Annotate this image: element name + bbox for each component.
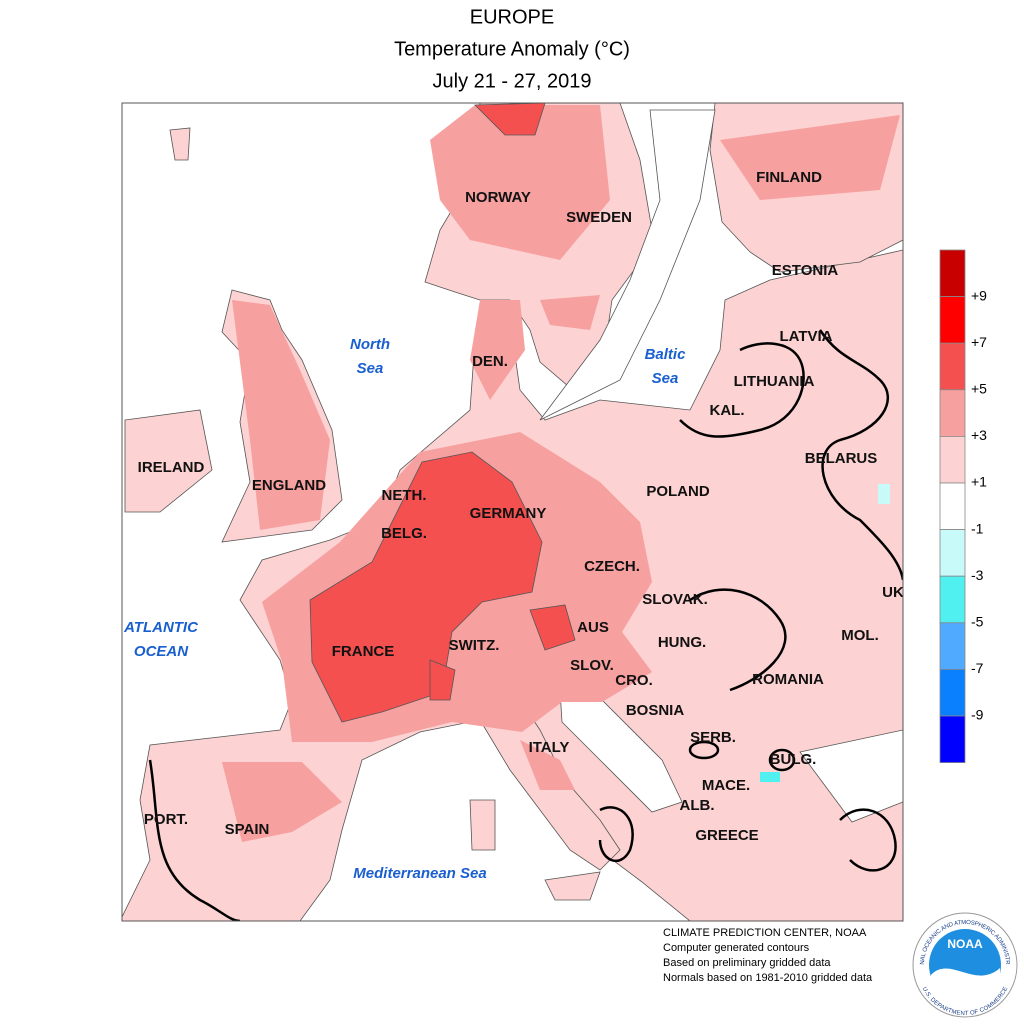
legend-label: -1 xyxy=(971,520,984,536)
country-label: MOL. xyxy=(841,627,879,644)
map-frame xyxy=(121,102,904,922)
legend-swatch xyxy=(939,482,966,530)
country-label: CRO. xyxy=(615,672,653,689)
legend-label: +9 xyxy=(971,287,987,303)
title: EUROPE xyxy=(470,6,554,28)
country-label: SWEDEN xyxy=(566,209,632,226)
legend-swatch xyxy=(939,715,966,763)
cold-spot xyxy=(878,484,890,504)
date-range: July 21 - 27, 2019 xyxy=(433,70,592,92)
footer-line: Normals based on 1981-2010 gridded data xyxy=(663,972,873,984)
country-label: NORWAY xyxy=(465,189,531,206)
legend-label: -7 xyxy=(971,660,984,676)
legend-swatch xyxy=(939,575,966,624)
water-label: OCEAN xyxy=(134,643,189,660)
country-label: BELARUS xyxy=(805,450,878,467)
legend-label: +3 xyxy=(971,427,987,443)
country-label: CZECH. xyxy=(584,558,640,575)
legend-swatch xyxy=(939,342,966,391)
country-label: ALB. xyxy=(680,797,715,814)
country-label: DEN. xyxy=(472,353,508,370)
legend-swatch xyxy=(939,249,966,297)
logo-text: NOAA xyxy=(947,937,983,951)
legend-swatch xyxy=(939,296,966,344)
legend-label: +1 xyxy=(971,474,987,490)
country-label: AUS xyxy=(577,619,609,636)
country-label: KAL. xyxy=(710,402,745,419)
water-label: Mediterranean Sea xyxy=(353,865,486,882)
country-label: LITHUANIA xyxy=(734,373,815,390)
anomaly-5-7 xyxy=(309,103,576,723)
water-label: ATLANTIC xyxy=(123,619,199,636)
country-label: LATVIA xyxy=(779,328,832,345)
legend-label: -5 xyxy=(971,614,984,630)
water-label: Sea xyxy=(357,360,384,377)
legend-label: -3 xyxy=(971,567,984,583)
country-label: HUNG. xyxy=(658,634,706,651)
legend-label: -9 xyxy=(971,707,984,723)
legend-label: +7 xyxy=(971,334,987,350)
country-label: ESTONIA xyxy=(772,262,839,279)
country-label: POLAND xyxy=(646,483,710,500)
country-label: SPAIN xyxy=(225,821,270,838)
country-label: BOSNIA xyxy=(626,702,685,719)
country-label: UK xyxy=(882,584,904,601)
contours xyxy=(148,329,903,921)
country-label: SERB. xyxy=(690,729,736,746)
country-label: BULG. xyxy=(770,751,817,768)
footer-line: Based on preliminary gridded data xyxy=(663,957,831,969)
labels: NORWAY SWEDEN FINLAND ESTONIA LATVIA LITHUANI… xyxy=(123,169,904,882)
country-label: IRELAND xyxy=(138,459,205,476)
water-label: Sea xyxy=(652,370,679,387)
country-label: NETH. xyxy=(382,487,427,504)
legend-swatch xyxy=(939,622,966,670)
legend: +9 +7 +5 +3 +1 -1 -3 -5 -7 -9 xyxy=(939,249,987,763)
country-label: MACE. xyxy=(702,777,750,794)
country-label: ENGLAND xyxy=(252,477,326,494)
water-label: Baltic xyxy=(645,346,687,363)
country-label: ROMANIA xyxy=(752,671,824,688)
country-label: GERMANY xyxy=(470,505,547,522)
footer-line: CLIMATE PREDICTION CENTER, NOAA xyxy=(663,927,867,939)
country-label: PORT. xyxy=(144,811,188,828)
footer: CLIMATE PREDICTION CENTER, NOAA Computer… xyxy=(663,927,873,984)
legend-swatch xyxy=(939,669,966,717)
subtitle: Temperature Anomaly (°C) xyxy=(394,38,630,60)
country-label: FRANCE xyxy=(332,643,395,660)
legend-swatch xyxy=(939,529,966,577)
country-label: ITALY xyxy=(529,739,570,756)
legend-label: +5 xyxy=(971,381,987,397)
legend-swatch xyxy=(939,435,966,484)
country-label: BELG. xyxy=(381,525,427,542)
map: NORWAY SWEDEN FINLAND ESTONIA LATVIA LITHUANI… xyxy=(122,103,904,921)
cold-spot xyxy=(760,772,780,782)
country-label: FINLAND xyxy=(756,169,822,186)
footer-line: Computer generated contours xyxy=(663,942,810,954)
country-label: SLOV. xyxy=(570,657,614,674)
country-label: SLOVAK. xyxy=(642,591,708,608)
water-label: North xyxy=(350,336,390,353)
legend-swatch xyxy=(939,389,966,437)
logo-wave xyxy=(931,968,1000,1002)
country-label: GREECE xyxy=(695,827,758,844)
titles: EUROPE Temperature Anomaly (°C) July 21 … xyxy=(394,6,630,92)
country-label: SWITZ. xyxy=(449,637,500,654)
